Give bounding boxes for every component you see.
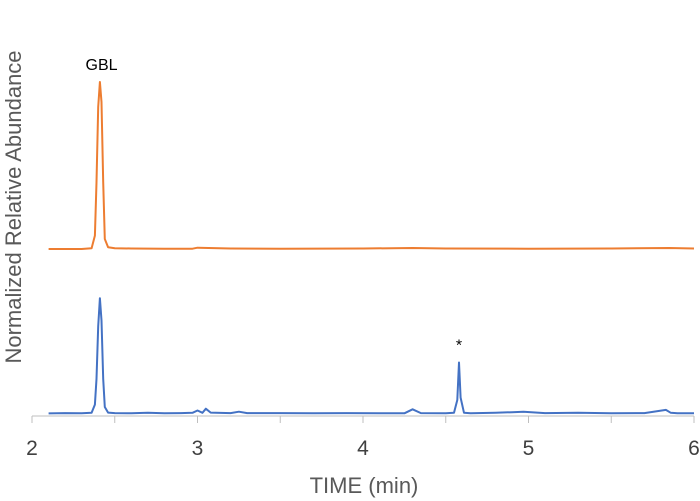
x-tick-label: 5 <box>523 437 535 460</box>
series-line-1 <box>48 81 695 250</box>
x-tick-label: 2 <box>26 437 38 460</box>
x-tick-label: 3 <box>192 437 204 460</box>
series-group <box>48 81 695 415</box>
y-axis-title: Normalized Relative Abundance <box>1 50 26 363</box>
x-axis-ticks: 2 3 4 5 6 <box>26 416 700 460</box>
annotation-gbl: GBL <box>86 57 118 74</box>
x-tick-label: 4 <box>357 437 369 460</box>
series-line-2 <box>48 297 694 415</box>
x-axis-title: TIME (min) <box>310 473 419 498</box>
x-tick-label: 6 <box>688 437 700 460</box>
annotation-asterisk: * <box>456 338 462 355</box>
annotations: GBL * <box>86 57 463 355</box>
